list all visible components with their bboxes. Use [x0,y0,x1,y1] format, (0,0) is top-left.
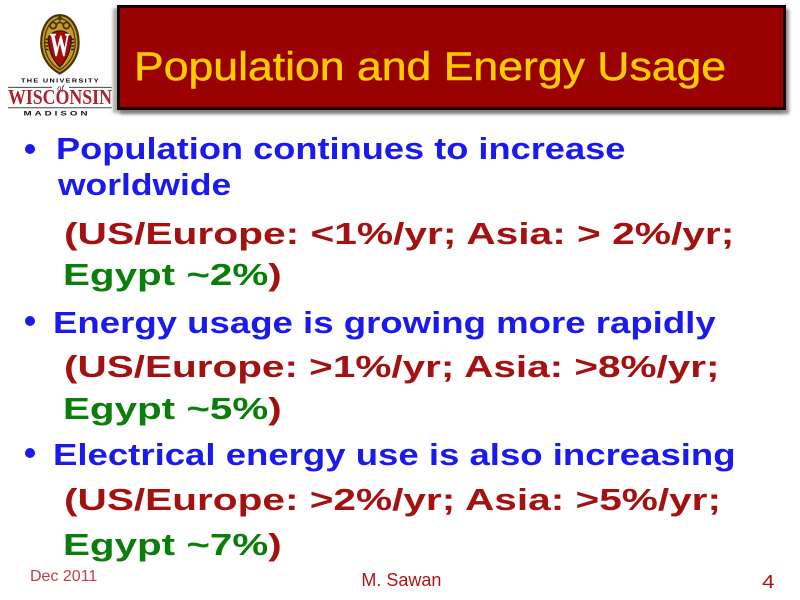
svg-text:W: W [50,28,70,64]
svg-text:THE UNIVERSITY: THE UNIVERSITY [21,78,100,84]
svg-text:MADISON: MADISON [24,111,91,118]
svg-text:WISCONSIN: WISCONSIN [8,85,112,109]
svg-text:of: of [57,83,65,93]
